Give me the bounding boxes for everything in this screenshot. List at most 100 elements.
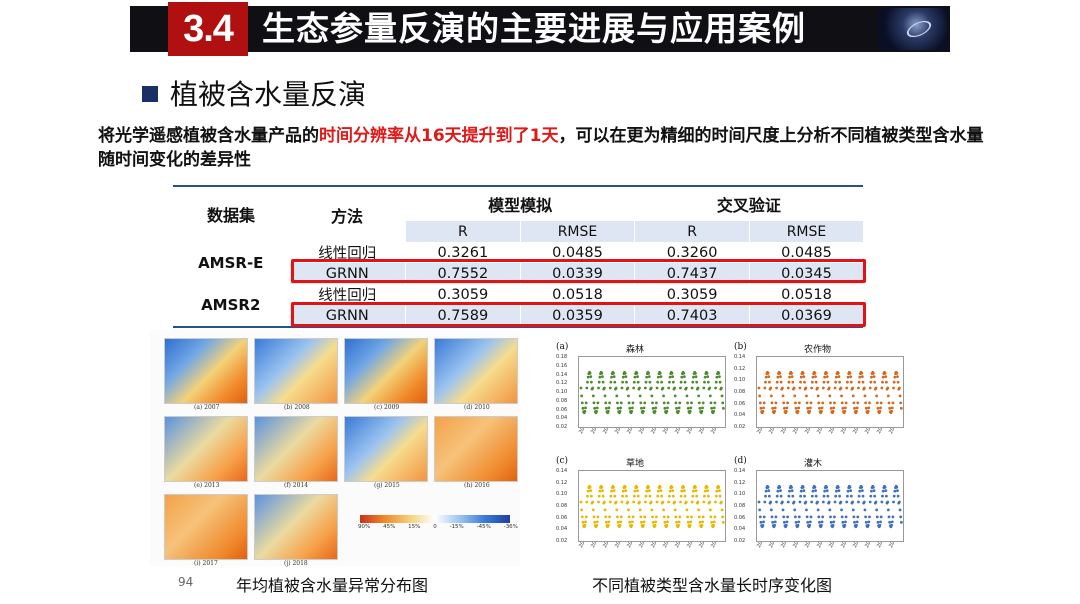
- data-point: [840, 508, 843, 512]
- data-point: [801, 371, 805, 375]
- data-point: [644, 494, 648, 498]
- data-point: [799, 489, 803, 493]
- data-point: [701, 515, 705, 519]
- data-point: [630, 523, 634, 527]
- data-point: [762, 515, 766, 519]
- data-point: [860, 489, 864, 493]
- data-point: [845, 386, 849, 390]
- data-point: [821, 386, 825, 390]
- data-point: [620, 500, 624, 504]
- y-tick-label: 0.04: [734, 412, 746, 419]
- data-point: [660, 494, 663, 498]
- data-point: [708, 500, 712, 504]
- data-point: [860, 371, 864, 375]
- data-point: [703, 375, 707, 379]
- data-point: [688, 409, 692, 413]
- data-point: [849, 494, 853, 498]
- subheader-r: R: [634, 221, 750, 242]
- data-point: [779, 375, 782, 379]
- data-point: [786, 386, 790, 390]
- data-point: [639, 515, 643, 519]
- data-point: [790, 489, 794, 493]
- data-point: [619, 406, 623, 410]
- data-point: [857, 380, 861, 384]
- data-point: [860, 485, 864, 489]
- data-point: [857, 494, 861, 498]
- data-point: [707, 380, 710, 384]
- header-bar: [130, 6, 950, 52]
- data-point: [626, 500, 630, 504]
- data-point: [758, 394, 762, 398]
- anomaly-map: [344, 416, 428, 482]
- data-point: [690, 386, 694, 390]
- colorbar-label: 90%: [358, 524, 371, 530]
- data-point: [590, 494, 593, 498]
- data-point: [797, 520, 801, 524]
- data-point: [608, 500, 612, 504]
- data-point: [827, 386, 831, 390]
- timeseries-panel: (d)灌木0.140.120.100.080.060.040.022007/12…: [734, 456, 906, 566]
- data-point: [585, 386, 589, 390]
- data-point: [867, 406, 871, 410]
- data-point: [773, 523, 776, 527]
- data-point: [762, 406, 765, 410]
- data-point: [720, 500, 723, 504]
- data-point: [814, 494, 818, 498]
- data-point: [630, 520, 634, 524]
- data-point: [785, 520, 789, 524]
- data-point: [837, 375, 841, 379]
- data-point: [713, 401, 717, 405]
- data-point: [710, 520, 714, 524]
- data-point: [818, 406, 821, 410]
- data-point: [834, 380, 838, 384]
- data-point: [822, 380, 826, 384]
- data-point: [715, 489, 719, 493]
- data-point: [810, 494, 814, 498]
- y-tick-label: 0.12: [734, 479, 746, 486]
- data-point: [608, 515, 611, 519]
- colorbar-label: -45%: [476, 524, 491, 530]
- data-point: [821, 515, 825, 519]
- data-point: [828, 508, 832, 512]
- data-point: [642, 520, 646, 524]
- data-point: [658, 371, 662, 375]
- data-point: [632, 380, 636, 384]
- data-point: [851, 394, 855, 398]
- data-point: [841, 406, 845, 410]
- data-point: [584, 520, 587, 524]
- panel-title: 森林: [626, 345, 645, 355]
- data-point: [874, 500, 878, 504]
- data-point: [689, 406, 693, 410]
- data-point: [643, 500, 647, 504]
- data-point: [696, 386, 700, 390]
- data-point: [639, 401, 643, 405]
- data-point: [763, 386, 767, 390]
- data-point: [674, 401, 678, 405]
- data-point: [584, 406, 587, 410]
- data-point: [886, 508, 890, 512]
- y-tick-label: 0.08: [734, 503, 746, 509]
- data-point: [775, 494, 779, 498]
- data-point: [591, 508, 595, 512]
- scatter-plot-area: [578, 470, 726, 542]
- data-point: [645, 375, 649, 379]
- data-point: [689, 520, 693, 524]
- data-point: [695, 380, 699, 384]
- data-point: [895, 485, 899, 489]
- colorbar: [360, 515, 510, 523]
- data-point: [782, 401, 786, 405]
- data-point: [612, 375, 616, 379]
- data-point: [829, 401, 832, 405]
- data-point: [869, 380, 873, 384]
- data-point: [592, 401, 596, 405]
- data-point: [670, 485, 674, 489]
- data-point: [852, 401, 856, 405]
- data-point: [782, 406, 786, 410]
- anomaly-map: [434, 416, 518, 482]
- data-point: [618, 409, 622, 413]
- data-point: [781, 508, 785, 512]
- data-point: [656, 489, 660, 493]
- data-point: [678, 515, 682, 519]
- y-tick-label: 0.14: [556, 468, 568, 474]
- data-point: [600, 371, 604, 375]
